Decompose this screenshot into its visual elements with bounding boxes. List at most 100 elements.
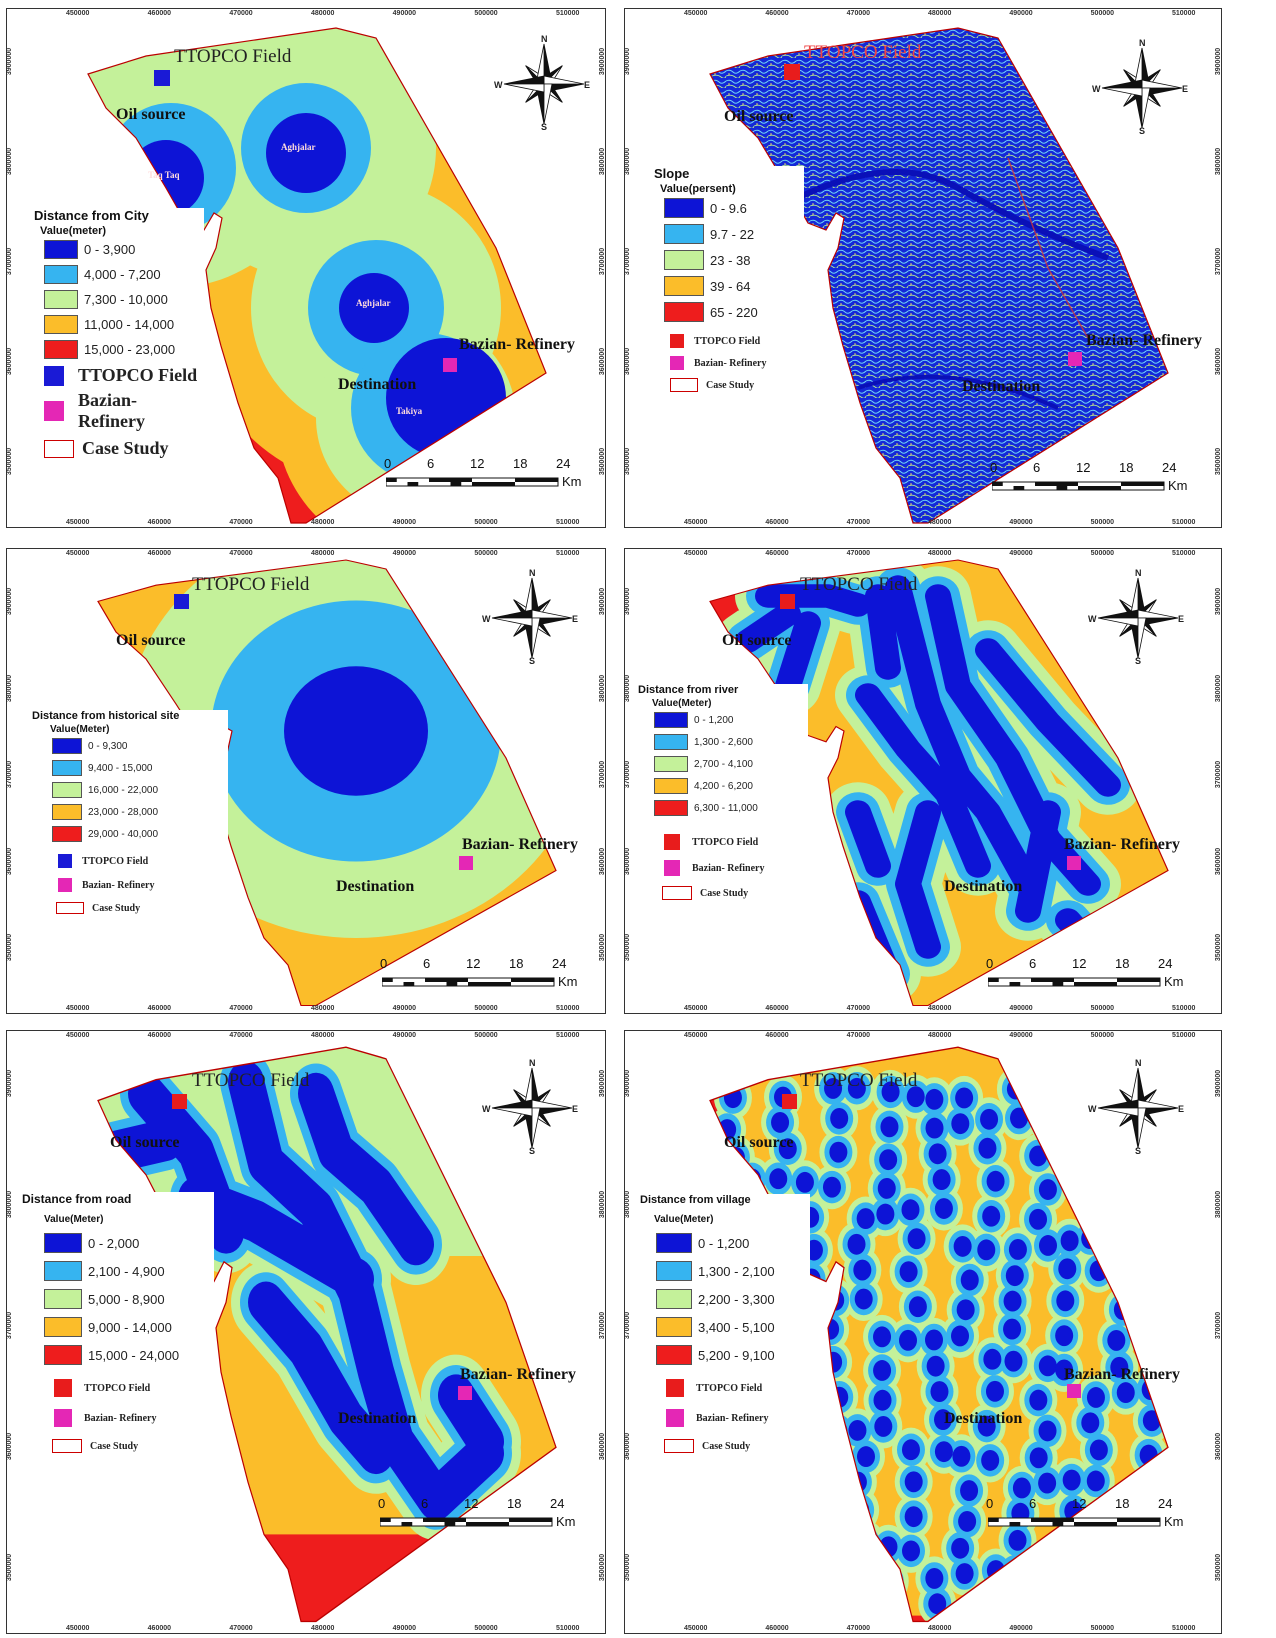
village-buffer (1108, 1293, 1137, 1326)
village-buffer (986, 1560, 1005, 1581)
village-buffer (876, 1203, 895, 1225)
case-study-swatch (664, 1439, 694, 1453)
legend-swatch (44, 1289, 82, 1309)
destination-label: Destination (962, 378, 1041, 395)
x-tick-label: 450000 (66, 519, 90, 526)
village-buffer (985, 1380, 1004, 1402)
y-tick-label: 3800000 (1214, 147, 1222, 176)
y-tick-label: 3800000 (624, 147, 632, 176)
village-buffer (1107, 1569, 1126, 1590)
compass-rose: N S E W (1088, 1058, 1186, 1156)
x-tick-label: 500000 (1090, 519, 1115, 526)
refinery-legend-label: Bazian- Refinery (692, 862, 765, 874)
legend-label: 1,300 - 2,600 (694, 736, 753, 748)
x-tick-label: 480000 (311, 1625, 335, 1632)
village-buffer (1079, 1163, 1118, 1208)
village-buffer (1012, 1477, 1031, 1499)
village-buffer (925, 1329, 943, 1351)
village-buffer (1176, 1255, 1214, 1299)
compass-w: W (1088, 1104, 1097, 1114)
y-tick-label: 3900000 (624, 1069, 632, 1098)
compass-e: E (1178, 614, 1185, 624)
y-tick-label: 3500000 (624, 447, 632, 476)
scale-tick-label: 24 (1158, 956, 1173, 971)
village-buffer (1077, 1188, 1116, 1233)
village-buffer (822, 1176, 841, 1198)
village-buffer (1138, 1167, 1157, 1189)
map-river (624, 548, 1222, 1014)
village-buffer (983, 1348, 1002, 1370)
village-buffer (934, 1198, 953, 1219)
y-tick-label: 3500000 (598, 447, 606, 476)
village-buffer (1149, 1258, 1168, 1303)
village-buffer (761, 1550, 800, 1595)
legend-label: 9,400 - 15,000 (88, 762, 153, 774)
village-buffer (1137, 1269, 1156, 1290)
x-tick-label: 490000 (392, 519, 417, 526)
y-tick-label: 3900000 (1214, 587, 1222, 616)
scale-bar: 0 6 12 18 24 Km (374, 1496, 584, 1536)
legend-label: 0 - 3,900 (84, 242, 136, 257)
legend-swatch (44, 1261, 82, 1281)
village-buffer (1058, 1258, 1077, 1280)
legend: Distance from road Value(Meter) 0 - 2,00… (22, 1192, 214, 1453)
legend-label: 2,200 - 3,300 (698, 1291, 775, 1307)
village-buffer (1010, 1107, 1029, 1129)
village-buffer (1180, 1413, 1208, 1445)
village-buffer (718, 1596, 737, 1618)
village-buffer (771, 1504, 800, 1538)
village-buffer (743, 1168, 762, 1190)
village-buffer (982, 1205, 1001, 1227)
oil-source-label: Oil source (116, 632, 186, 649)
case-study-swatch (52, 1439, 82, 1453)
village-buffer (1142, 1234, 1161, 1256)
village-buffer (766, 1556, 795, 1589)
x-tick-label: 490000 (392, 550, 417, 557)
compass-e: E (584, 80, 591, 90)
compass-n: N (1135, 1058, 1142, 1068)
village-buffer (977, 1415, 996, 1437)
village-buffer (1157, 1584, 1168, 1618)
village-buffer (930, 1381, 949, 1403)
scale-bar: 0 6 12 18 24 Km (982, 956, 1192, 996)
village-buffer (1059, 1564, 1088, 1597)
village-buffer (1132, 1263, 1161, 1296)
x-tick-label: 460000 (147, 519, 172, 526)
x-tick-label: 490000 (1009, 1032, 1033, 1039)
village-buffer (821, 1556, 850, 1589)
x-tick-label: 500000 (1090, 1005, 1115, 1012)
x-tick-label: 450000 (684, 550, 708, 557)
legend-swatch (52, 760, 82, 776)
legend-label: 0 - 9,300 (88, 740, 128, 752)
village-buffer (798, 1450, 817, 1472)
village-buffer (1139, 1444, 1158, 1466)
y-tick-label: 3500000 (598, 933, 606, 962)
legend-swatch (664, 224, 704, 244)
x-tick-label: 490000 (1009, 550, 1033, 557)
legend-subtitle: Value(persent) (660, 183, 736, 195)
village-buffer (926, 1355, 945, 1377)
village-buffer (1089, 1439, 1108, 1461)
case-study-label: Case Study (706, 379, 755, 391)
x-tick-label: 480000 (928, 1005, 952, 1012)
refinery-legend-label: Bazian- Refinery (82, 879, 155, 891)
village-buffer (1086, 1470, 1105, 1492)
village-buffer (1029, 1208, 1048, 1230)
village-buffer (771, 1111, 790, 1133)
village-buffer (715, 1495, 754, 1540)
legend-swatch (654, 800, 688, 816)
compass-s: S (529, 656, 536, 666)
compass-rose: N S E W (494, 34, 592, 132)
village-buffer (769, 1168, 788, 1190)
village-buffer (1008, 1239, 1027, 1260)
scale-tick-label: 24 (550, 1496, 565, 1511)
legend-swatch (44, 290, 78, 309)
village-buffer (1064, 1148, 1083, 1170)
village-buffer (1159, 1321, 1168, 1343)
village-buffer (848, 1419, 867, 1441)
village-buffer (951, 1325, 970, 1347)
village-buffer (879, 1536, 898, 1558)
field-legend-swatch (666, 1379, 684, 1397)
oil-source-label: Oil source (724, 1134, 794, 1151)
refinery-marker (1068, 352, 1082, 366)
